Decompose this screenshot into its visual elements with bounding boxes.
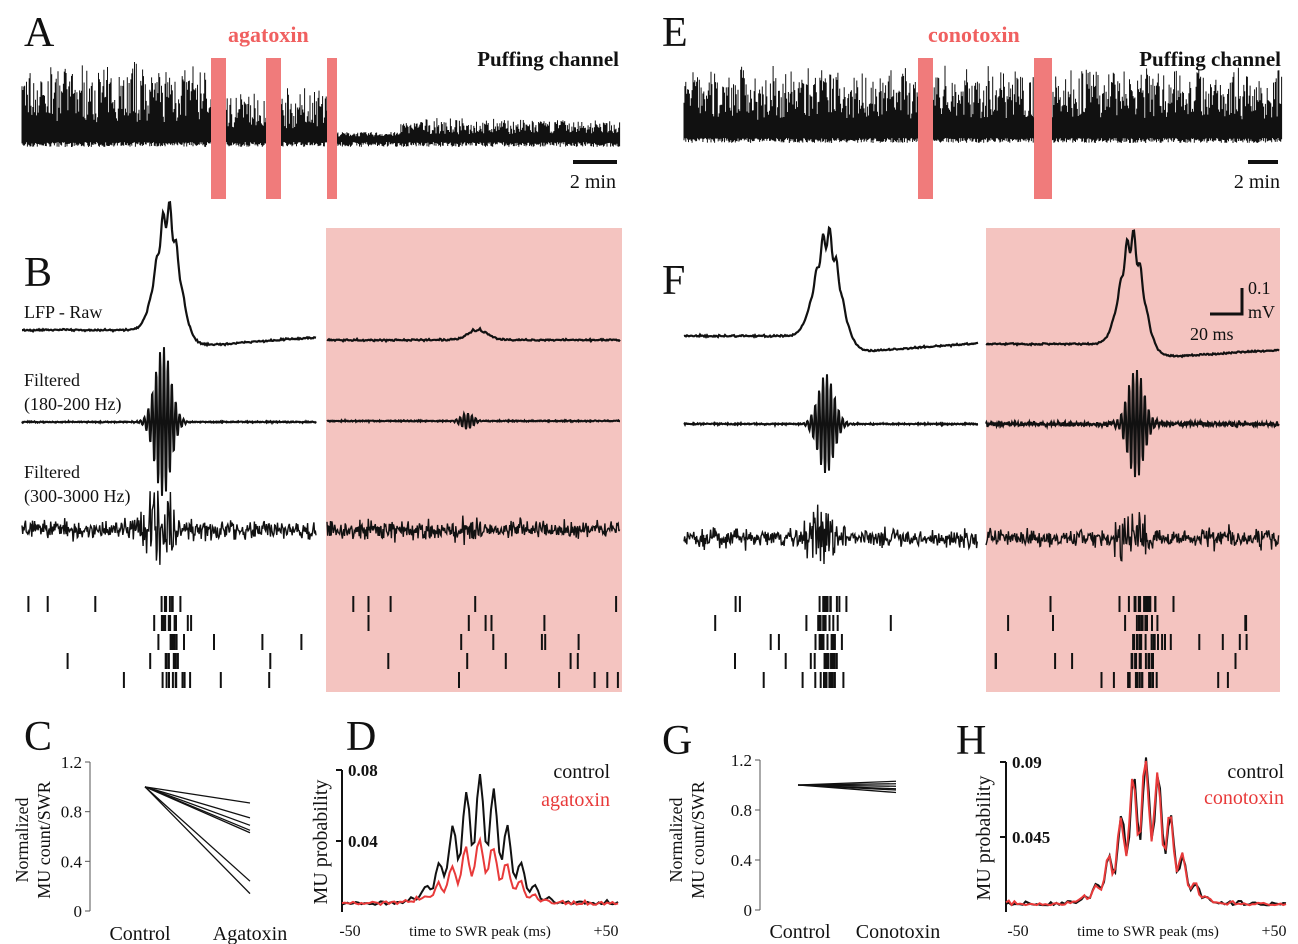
y-tick-label: 0 — [74, 902, 83, 921]
chart-h-series-conotoxin — [1005, 760, 1287, 907]
y-tick-label: 1.2 — [731, 751, 752, 770]
panel-letter-a: A — [24, 10, 55, 56]
swr-traces-b — [21, 200, 621, 565]
panel-letter-h: H — [956, 718, 986, 764]
panel-letter-d: D — [346, 714, 376, 760]
conotoxin-puff-bars — [918, 58, 1052, 199]
ripple-agatoxin-b — [326, 410, 621, 430]
chart-d-ylabel: MU probability — [310, 780, 332, 905]
mua-control-b — [21, 490, 317, 565]
swr-traces-f — [683, 225, 1280, 565]
ripple-control-f — [683, 374, 979, 474]
conotoxin-shade-panel — [986, 228, 1280, 692]
agatoxin-puff-bar — [327, 58, 337, 199]
scale-bar-f — [1210, 288, 1244, 316]
y-tick-label: 0.04 — [348, 832, 378, 851]
puffing-trace-a — [21, 62, 621, 147]
chart-h-xtick-max: +50 — [1261, 923, 1286, 940]
chart-h: 0.045 0.09 MU probability time to SWR pea… — [973, 753, 1287, 940]
chart-d-legend-agatoxin: agatoxin — [541, 789, 610, 811]
lfp-control-b — [22, 200, 317, 348]
scale-label-e: 2 min — [1234, 171, 1280, 193]
spike-raster-f — [714, 596, 1248, 688]
chart-h-ylabel: MU probability — [973, 776, 995, 901]
ripple-control-b — [21, 347, 317, 496]
chart-d-xtick-max: +50 — [593, 923, 618, 940]
chart-c-ylabel-2: MU count/SWR — [34, 781, 54, 899]
chart-h-xlabel: time to SWR peak (ms) — [1077, 924, 1219, 940]
filtered-band-1: (180-200 Hz) — [24, 394, 121, 415]
paired-line — [144, 786, 251, 826]
paired-line — [144, 786, 251, 819]
panel-letter-c: C — [24, 714, 52, 760]
lfp-control-f — [683, 225, 979, 353]
y-tick-label: 1.2 — [61, 753, 82, 772]
scale-bar-f-unit: mV — [1248, 302, 1275, 322]
conotoxin-puff-bar — [1034, 58, 1052, 199]
panel-letter-e: E — [662, 10, 688, 56]
paired-line — [144, 786, 251, 895]
y-tick-label: 0.8 — [731, 801, 752, 820]
chart-g-category-control: Control — [769, 921, 831, 943]
spike-raster-b — [27, 596, 619, 688]
chart-d: 0.04 0.08 MU probability time to SWR peak… — [310, 761, 619, 940]
ripple-conotoxin-f — [985, 369, 1280, 478]
chart-g-ylabel-2: MU count/SWR — [688, 781, 708, 899]
agatoxin-label: agatoxin — [228, 22, 309, 47]
scale-bar-f-value: 0.1 — [1248, 278, 1271, 298]
puffing-trace-e-path — [683, 65, 1283, 143]
agatoxin-puff-bar — [211, 58, 226, 199]
paired-line — [144, 786, 251, 882]
chart-h-xtick-min: -50 — [1007, 923, 1028, 940]
chart-h-legend-conotoxin: conotoxin — [1204, 787, 1284, 809]
chart-d-xtick-min: -50 — [339, 923, 360, 940]
chart-d-series-agatoxin — [341, 836, 619, 907]
y-tick-label: 0.4 — [731, 851, 753, 870]
lfp-conotoxin-f — [985, 229, 1280, 359]
chart-g-category-conotoxin: Conotoxin — [856, 921, 940, 943]
filtered-band-2: (300-3000 Hz) — [24, 486, 130, 507]
chart-d-xlabel: time to SWR peak (ms) — [409, 924, 551, 940]
chart-d-legend-control: control — [553, 761, 610, 783]
agatoxin-puff-bar — [266, 58, 281, 199]
puffing-channel-label-e: Puffing channel — [1139, 47, 1281, 71]
chart-g: 0 0.4 0.8 1.2 Normalized MU count/SWR Contr… — [666, 751, 940, 943]
chart-c-category-agatoxin: Agatoxin — [213, 923, 287, 944]
panel-letter-g: G — [662, 718, 692, 764]
y-tick-label: 0.8 — [61, 803, 82, 822]
scale-bar-f-time: 20 ms — [1190, 324, 1234, 344]
agatoxin-shade-panel — [326, 228, 622, 692]
filtered-label-1: Filtered — [24, 370, 80, 390]
chart-c-category-control: Control — [109, 923, 171, 944]
y-tick-label: 0.4 — [61, 852, 83, 871]
paired-line — [144, 786, 251, 834]
chart-c-ylabel-1: Normalized — [12, 798, 32, 883]
conotoxin-label: conotoxin — [928, 22, 1020, 47]
mua-control-f — [683, 504, 978, 565]
puffing-trace-a-path — [21, 62, 621, 147]
panel-letter-b: B — [24, 250, 52, 296]
y-tick-label: 0.045 — [1012, 828, 1050, 847]
chart-c: 0 0.4 0.8 1.2 Normalized MU count/SWR Contr… — [12, 753, 287, 944]
lfp-raw-label: LFP - Raw — [24, 302, 102, 322]
chart-h-legend-control: control — [1227, 761, 1284, 783]
conotoxin-puff-bar — [918, 58, 933, 199]
paired-line — [144, 786, 251, 804]
filtered-label-2: Filtered — [24, 462, 80, 482]
agatoxin-puff-bars — [211, 58, 337, 199]
panel-letter-f: F — [662, 258, 685, 304]
lfp-agatoxin-b — [326, 326, 621, 344]
puffing-channel-label-a: Puffing channel — [477, 47, 619, 71]
puffing-trace-e — [683, 65, 1283, 143]
y-tick-label: 0.09 — [1012, 753, 1042, 772]
y-tick-label: 0 — [744, 901, 753, 920]
mua-agatoxin-b — [326, 515, 621, 546]
scale-label-a: 2 min — [570, 171, 616, 193]
y-tick-label: 0.08 — [348, 761, 378, 780]
mua-conotoxin-f — [985, 512, 1280, 562]
chart-g-ylabel-1: Normalized — [666, 798, 686, 883]
paired-line — [797, 784, 897, 794]
